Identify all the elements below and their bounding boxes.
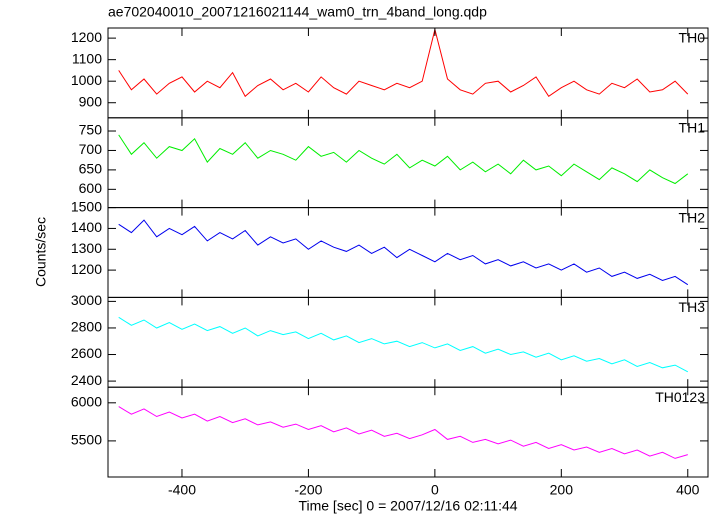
y-tick-label: 3000 <box>71 292 102 308</box>
y-tick-label: 1500 <box>71 198 102 214</box>
y-tick-label: 900 <box>79 93 103 109</box>
chart-title: ae702040010_20071216021144_wam0_trn_4ban… <box>108 4 487 20</box>
x-tick-label: 400 <box>676 482 700 498</box>
panel-frame <box>107 207 709 298</box>
y-tick-label: 600 <box>79 180 103 196</box>
y-tick-label: 1100 <box>72 50 102 66</box>
y-tick-label: 6000 <box>71 394 102 410</box>
panel-label: TH2 <box>679 209 706 225</box>
y-tick-label: 1200 <box>71 29 102 45</box>
x-axis-label: Time [sec] 0 = 2007/12/16 02:11:44 <box>298 498 517 514</box>
y-tick-label: 650 <box>79 161 103 177</box>
panel-label: TH0123 <box>655 389 705 405</box>
y-tick-label: 1300 <box>71 240 102 256</box>
panel-frame <box>107 296 709 388</box>
x-tick-label: 200 <box>550 482 574 498</box>
y-tick-label: 1400 <box>71 219 102 235</box>
data-line <box>118 406 688 459</box>
panel-frame <box>107 117 709 209</box>
data-line <box>118 134 689 185</box>
y-axis-label: Counts/sec <box>33 217 49 287</box>
y-tick-label: 1200 <box>71 261 102 277</box>
y-tick-label: 750 <box>79 122 103 138</box>
panel-label: TH1 <box>679 120 706 136</box>
y-tick-label: 700 <box>79 141 103 157</box>
panel-frame <box>107 386 709 478</box>
data-line <box>118 219 689 286</box>
y-tick-label: 2400 <box>71 372 102 388</box>
y-tick-label: 5500 <box>71 432 102 448</box>
y-tick-label: 2800 <box>71 319 102 335</box>
x-tick-label: -200 <box>294 482 322 498</box>
panel-label: TH3 <box>679 299 706 315</box>
data-line <box>118 29 689 98</box>
x-tick-label: 0 <box>431 482 439 498</box>
y-tick-label: 1000 <box>71 72 102 88</box>
y-tick-label: 2600 <box>71 345 102 361</box>
data-line <box>118 316 689 373</box>
panel-frame <box>107 27 709 119</box>
panel-label: TH0 <box>679 30 706 46</box>
x-tick-label: -400 <box>168 482 196 498</box>
